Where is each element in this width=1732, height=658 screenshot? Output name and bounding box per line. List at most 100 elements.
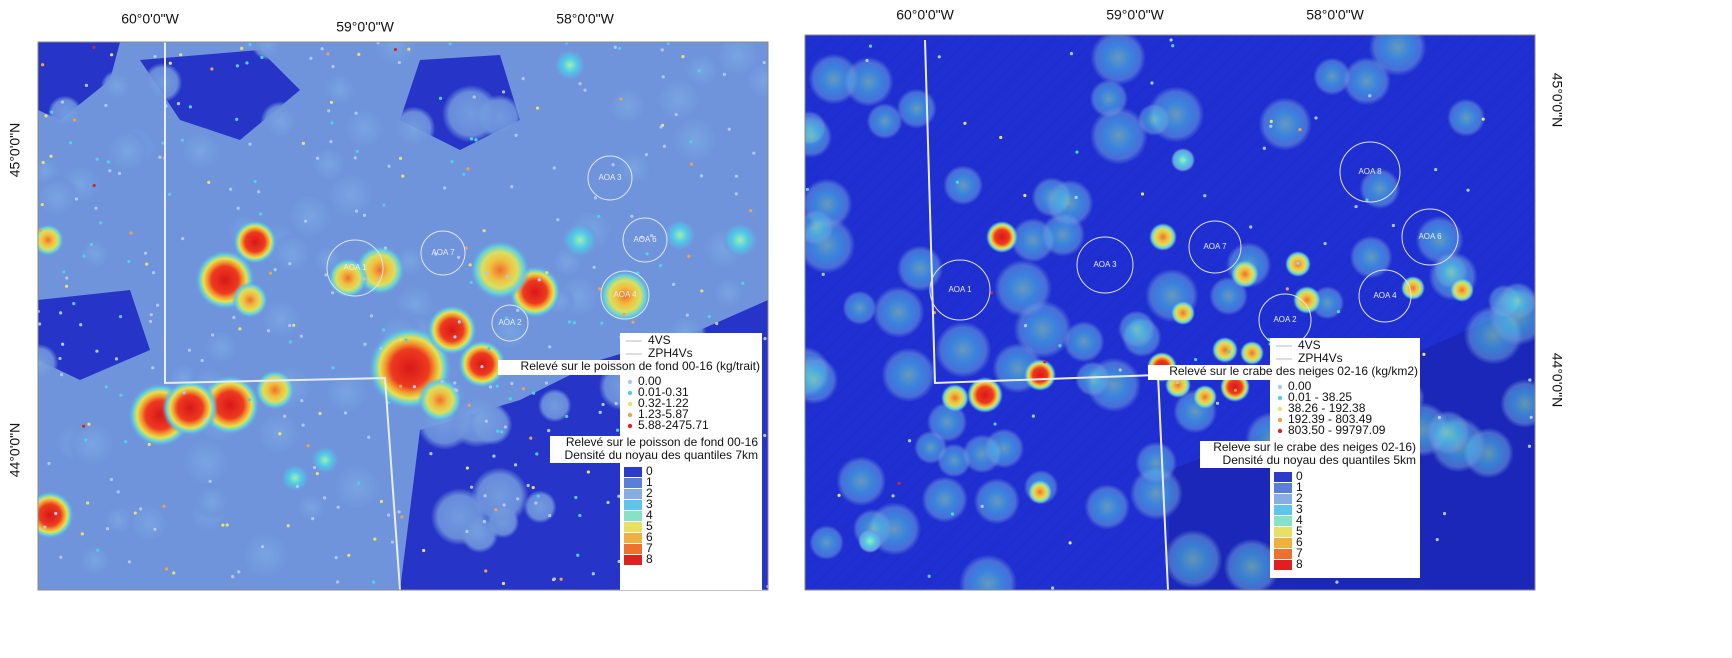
survey-point — [127, 260, 130, 263]
survey-point — [938, 55, 941, 58]
survey-point — [391, 540, 394, 543]
survey-point — [1032, 415, 1035, 418]
survey-point — [700, 289, 703, 292]
density-patch — [1500, 379, 1549, 428]
aoa-label: AOA 4 — [613, 290, 637, 299]
survey-point — [399, 157, 402, 160]
survey-point — [1058, 344, 1061, 347]
density-patch — [914, 431, 947, 464]
legend-dot — [628, 413, 632, 417]
survey-point — [86, 501, 89, 504]
survey-point — [470, 137, 473, 140]
survey-point — [50, 111, 53, 114]
survey-point — [110, 478, 113, 481]
latitude-label: 45°0'0"N — [7, 123, 23, 178]
density-patch — [307, 143, 350, 186]
survey-point — [354, 112, 357, 115]
aoa-label: AOA 2 — [498, 318, 522, 327]
survey-point — [226, 523, 229, 526]
survey-point — [124, 440, 127, 443]
hotspot — [1293, 286, 1321, 314]
survey-point — [300, 335, 303, 338]
hotspot — [1024, 359, 1056, 391]
survey-point — [84, 439, 87, 442]
density-patch — [1447, 99, 1485, 137]
density-patch — [984, 428, 1024, 468]
survey-point — [387, 165, 390, 168]
survey-point — [614, 46, 617, 49]
survey-point — [574, 496, 577, 499]
survey-point — [1392, 224, 1395, 227]
survey-point — [260, 56, 263, 59]
survey-point — [413, 385, 416, 388]
survey-point — [145, 263, 148, 266]
survey-point — [363, 343, 366, 346]
survey-point — [956, 181, 959, 184]
legend-color — [624, 489, 642, 499]
survey-point — [630, 215, 633, 218]
aoa-label: AOA 3 — [598, 173, 622, 182]
survey-point — [240, 47, 243, 50]
survey-point — [689, 140, 692, 143]
legend-color — [624, 533, 642, 543]
legend-color — [624, 544, 642, 554]
survey-point — [398, 510, 401, 513]
density-patch — [200, 327, 242, 369]
survey-point — [69, 141, 72, 144]
survey-point — [42, 161, 45, 164]
hotspot — [986, 221, 1018, 253]
survey-point — [399, 385, 402, 388]
density-patch — [143, 63, 183, 103]
survey-point — [1323, 242, 1326, 245]
hotspot — [1240, 341, 1264, 365]
legend-class: 803.50 - 99797.09 — [1288, 423, 1386, 437]
legend-title: Relevé sur le poisson de fond 00-16 (kg/… — [521, 359, 760, 373]
survey-point — [1443, 512, 1446, 515]
survey-point — [1227, 350, 1230, 353]
survey-point — [189, 105, 192, 108]
survey-point — [229, 188, 232, 191]
survey-point — [441, 380, 444, 383]
survey-point — [85, 84, 88, 87]
survey-point — [363, 214, 366, 217]
density-patch — [461, 516, 498, 553]
survey-point — [522, 387, 525, 390]
legend-color — [624, 478, 642, 488]
survey-point — [62, 270, 65, 273]
survey-point — [380, 500, 383, 503]
legend-color — [624, 500, 642, 510]
hotspot — [664, 219, 696, 251]
survey-point — [221, 523, 224, 526]
survey-point — [465, 530, 468, 533]
survey-point — [1368, 94, 1371, 97]
survey-point — [1234, 389, 1237, 392]
hotspot — [1028, 480, 1052, 504]
survey-point — [510, 185, 513, 188]
survey-point — [253, 180, 256, 183]
survey-point — [370, 314, 373, 317]
map-panel: AOA 1AOA 3AOA 7AOA 2AOA 4AOA 6AOA 8 — [780, 18, 1549, 612]
survey-point — [553, 166, 556, 169]
survey-point — [1043, 360, 1046, 363]
survey-point — [1216, 402, 1219, 405]
density-patch — [943, 165, 983, 205]
survey-point — [261, 545, 264, 548]
survey-point — [502, 582, 505, 585]
survey-point — [527, 484, 530, 487]
longitude-label: 59°0'0"W — [1106, 7, 1164, 23]
survey-point — [981, 505, 984, 508]
survey-point — [357, 482, 360, 485]
survey-point — [232, 316, 235, 319]
density-patch — [836, 456, 886, 506]
survey-point — [659, 264, 662, 267]
survey-point — [321, 47, 324, 50]
survey-point — [104, 104, 107, 107]
survey-point — [532, 486, 535, 489]
density-patch — [1075, 361, 1110, 396]
legend-title: Densité du noyau des quantiles 7km — [565, 448, 758, 462]
survey-point — [429, 452, 432, 455]
survey-point — [119, 315, 122, 318]
survey-point — [496, 385, 499, 388]
survey-point — [267, 329, 270, 332]
survey-point — [96, 548, 99, 551]
